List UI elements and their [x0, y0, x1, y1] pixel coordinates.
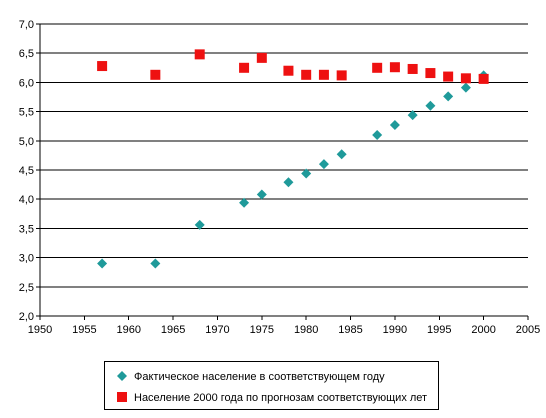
actual-population-point [336, 149, 347, 160]
forecast-population-point [425, 68, 436, 79]
y-tick-label: 6,0 [19, 77, 34, 89]
data-points [97, 49, 489, 269]
x-tick-label: 2000 [471, 324, 495, 336]
x-tick-label: 1950 [28, 324, 52, 336]
legend-square-icon [117, 392, 127, 402]
axes [36, 23, 529, 320]
forecast-population-point [256, 52, 267, 63]
y-tick-label: 3,5 [19, 223, 34, 235]
legend-label: Фактическое население в соответствующем … [134, 371, 385, 383]
forecast-population-point [443, 71, 454, 82]
x-tick-label: 2005 [516, 324, 540, 336]
y-tick-label: 2,5 [19, 282, 34, 294]
y-tick-label: 2,0 [19, 311, 34, 323]
forecast-population-point [407, 63, 418, 74]
legend: Фактическое население в соответствующем … [104, 361, 439, 410]
x-tick-labels: 1950 1955 1960 1965 1970 1975 1980 1985 1990 1995… [28, 324, 540, 336]
actual-population-point [407, 110, 418, 121]
y-tick-label: 6,5 [19, 48, 34, 60]
actual-population-point [239, 197, 250, 208]
actual-population-point [425, 100, 436, 111]
x-tick-label: 1970 [205, 324, 229, 336]
actual-population-point [443, 91, 454, 102]
x-tick-label: 1960 [116, 324, 140, 336]
forecast-population-point [478, 73, 489, 84]
forecast-population-point [301, 69, 312, 80]
forecast-population-point [283, 65, 294, 76]
y-tick-label: 3,0 [19, 253, 34, 265]
actual-population-point [150, 258, 161, 269]
actual-population-point [283, 177, 294, 188]
y-tick-label: 5,5 [19, 107, 34, 119]
actual-population-point [97, 258, 108, 269]
y-tick-label: 7,0 [19, 19, 34, 31]
x-tick-label: 1955 [72, 324, 96, 336]
actual-population-point [372, 129, 383, 140]
y-tick-label: 4,0 [19, 194, 34, 206]
actual-population-point [194, 219, 205, 230]
legend-label: Население 2000 года по прогнозам соответ… [134, 392, 427, 404]
forecast-population-point [318, 69, 329, 80]
actual-population-point [256, 189, 267, 200]
forecast-population-point [194, 49, 205, 60]
actual-population-point [389, 120, 400, 131]
actual-population-point [318, 159, 329, 170]
x-tick-label: 1965 [161, 324, 185, 336]
x-tick-label: 1980 [294, 324, 318, 336]
gridlines [40, 23, 528, 288]
legend-box [104, 361, 439, 410]
actual-population-point [301, 168, 312, 179]
forecast-population-point [150, 69, 161, 80]
x-tick-label: 1975 [250, 324, 274, 336]
actual-population-point [460, 82, 471, 93]
x-tick-label: 1995 [427, 324, 451, 336]
forecast-population-point [336, 70, 347, 81]
y-tick-label: 4,5 [19, 165, 34, 177]
y-tick-labels: 2,0 2,5 3,0 3,5 4,0 4,5 5,0 5,5 6,0 6,5 7,0 [19, 19, 34, 323]
forecast-population-point [460, 73, 471, 84]
forecast-population-point [97, 61, 108, 72]
forecast-population-point [239, 62, 250, 73]
legend-diamond-icon [117, 371, 127, 381]
y-tick-label: 5,0 [19, 136, 34, 148]
x-tick-label: 1990 [383, 324, 407, 336]
forecast-population-point [389, 62, 400, 73]
forecast-population-point [372, 62, 383, 73]
x-tick-label: 1985 [338, 324, 362, 336]
